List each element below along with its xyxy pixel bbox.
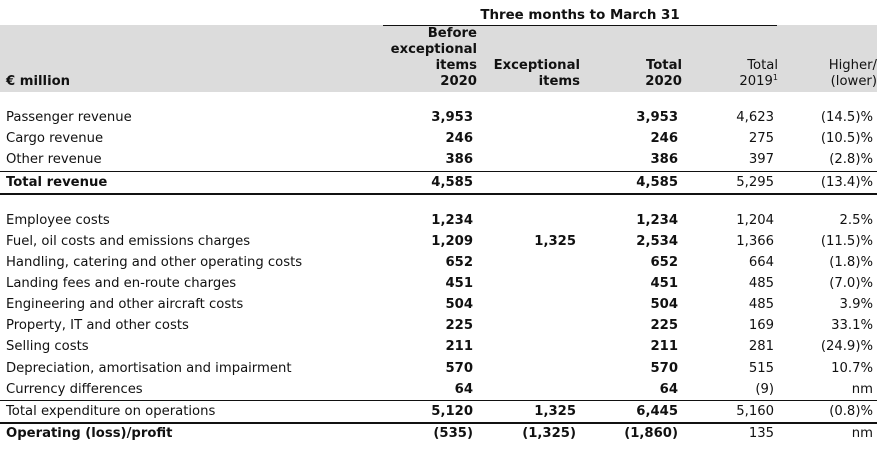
period-title: Three months to March 31	[480, 8, 680, 23]
col-header-total-2020: Total 2020	[645, 58, 682, 89]
table-row: Other revenue 386 386 397 (2.8)%	[6, 152, 873, 167]
period-header: Three months to March 31	[383, 7, 777, 26]
col-header-before-exceptional: Before exceptional items 2020	[390, 26, 477, 89]
total-row: Total revenue 4,585 4,585 5,295 (13.4)%	[6, 175, 873, 190]
header-band	[0, 25, 877, 92]
subtotal-row: Total expenditure on operations 5,120 1,…	[6, 404, 873, 419]
table-row: Currency differences 64 64 (9) nm	[6, 382, 873, 397]
unit-label: € million	[6, 74, 71, 89]
table-row: Property, IT and other costs 225 225 169…	[6, 318, 873, 333]
table-row: Passenger revenue 3,953 3,953 4,623 (14.…	[6, 110, 873, 125]
row-divider	[0, 400, 877, 401]
col-header-exceptional: Exceptional items	[493, 58, 580, 89]
table-row: Handling, catering and other operating c…	[6, 255, 873, 270]
table-row: Selling costs 211 211 281 (24.9)%	[6, 339, 873, 354]
table-row: Depreciation, amortisation and impairmen…	[6, 361, 873, 376]
footnote-marker: 1	[772, 73, 778, 82]
total-divider	[0, 193, 877, 195]
total-divider	[0, 422, 877, 424]
row-divider	[0, 171, 877, 172]
col-header-total-2019: Total 20191	[739, 58, 778, 89]
table-row: Landing fees and en-route charges 451 45…	[6, 276, 873, 291]
col-header-change: Higher/ (lower)	[828, 58, 877, 89]
total-row: Operating (loss)/profit (535) (1,325) (1…	[6, 426, 873, 441]
table-row: Cargo revenue 246 246 275 (10.5)%	[6, 131, 873, 146]
table-row: Fuel, oil costs and emissions charges 1,…	[6, 234, 873, 249]
table-row: Employee costs 1,234 1,234 1,204 2.5%	[6, 213, 873, 228]
table-row: Engineering and other aircraft costs 504…	[6, 297, 873, 312]
